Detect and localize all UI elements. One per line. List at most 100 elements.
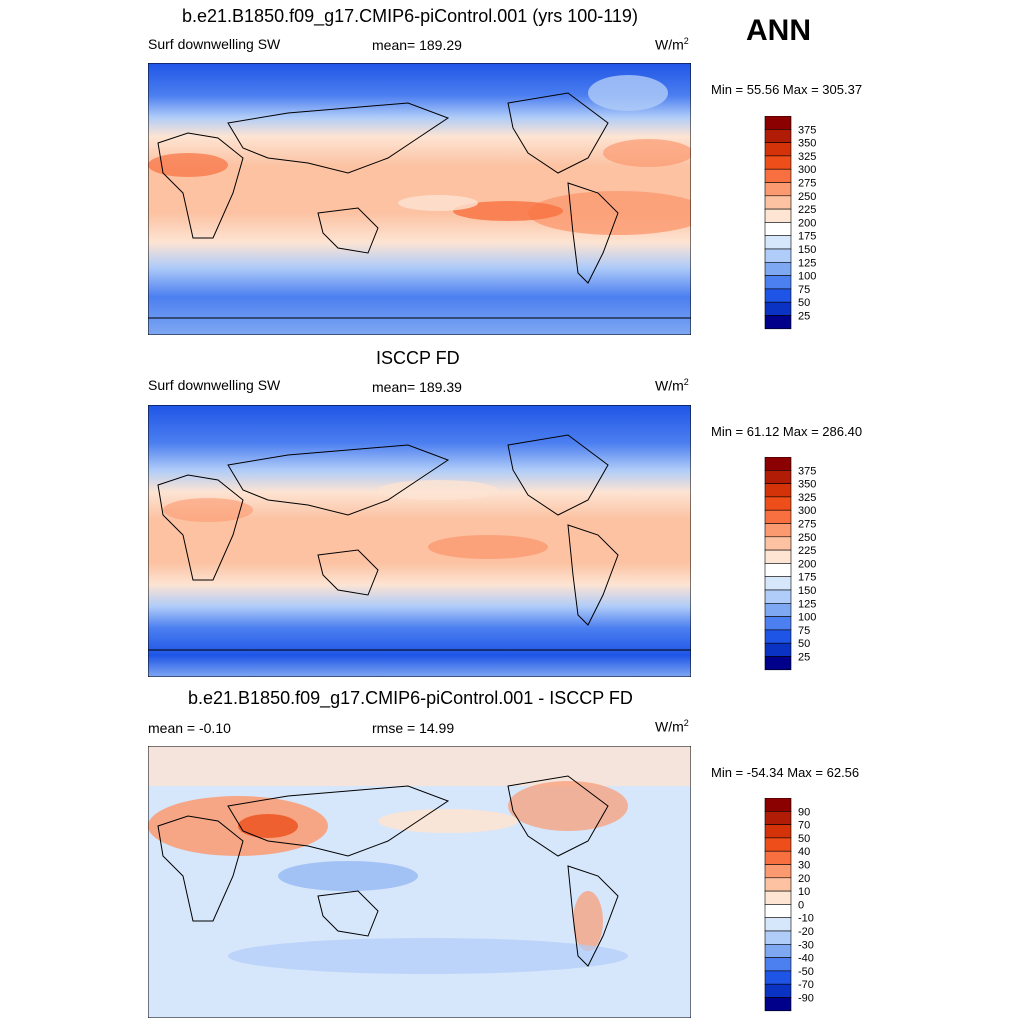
panel-2-colorbar-boxes bbox=[764, 457, 792, 671]
panel-1-mean-label: mean= 189.29 bbox=[372, 37, 462, 53]
colorbar-tick-label: -20 bbox=[798, 926, 814, 938]
colorbar-tick-label: 10 bbox=[798, 886, 810, 898]
colorbar-box bbox=[764, 603, 792, 617]
colorbar-box bbox=[764, 563, 792, 578]
colorbar-box bbox=[764, 642, 792, 657]
panel-1-minmax: Min = 55.56 Max = 305.37 bbox=[711, 82, 863, 97]
colorbar-tick-label: 125 bbox=[798, 257, 816, 269]
panel-1-variable-label: Surf downwelling SW bbox=[148, 36, 281, 52]
colorbar-box bbox=[764, 890, 792, 905]
colorbar-tick-label: -30 bbox=[798, 939, 814, 951]
colorbar-tick-label: -70 bbox=[798, 979, 814, 991]
colorbar-box bbox=[764, 589, 792, 604]
colorbar-box bbox=[764, 850, 792, 865]
colorbar-tick-label: 300 bbox=[798, 164, 816, 176]
colorbar-tick-label: 175 bbox=[798, 231, 816, 243]
colorbar-tick-label: 50 bbox=[798, 833, 810, 845]
colorbar-tick-label: 75 bbox=[798, 284, 810, 296]
colorbar-tick-label: 250 bbox=[798, 532, 816, 544]
colorbar-box bbox=[764, 182, 792, 197]
colorbar-box bbox=[764, 301, 792, 316]
colorbar-box bbox=[764, 629, 792, 644]
panel-1-itcz bbox=[398, 195, 478, 211]
panel-3-minmax: Min = -54.34 Max = 62.56 bbox=[711, 765, 860, 780]
panel-3-map bbox=[148, 746, 691, 1018]
colorbar-tick-label: 90 bbox=[798, 806, 810, 818]
colorbar-box bbox=[764, 983, 792, 998]
colorbar-box bbox=[764, 235, 792, 250]
panel-2-minmax: Min = 61.12 Max = 286.40 bbox=[711, 424, 863, 439]
colorbar-box bbox=[764, 616, 792, 631]
colorbar-box bbox=[764, 656, 792, 671]
panel-1-map bbox=[148, 63, 691, 335]
colorbar-box bbox=[764, 877, 792, 892]
panel-3-rmse-label: rmse = 14.99 bbox=[372, 720, 455, 736]
colorbar-tick-label: 275 bbox=[798, 519, 816, 531]
panel-2-pacific-max bbox=[428, 535, 548, 559]
colorbar-tick-label: 375 bbox=[798, 124, 816, 136]
colorbar-tick-label: 350 bbox=[798, 479, 816, 491]
colorbar-tick-label: 325 bbox=[798, 151, 816, 163]
season-label: ANN bbox=[746, 14, 811, 47]
colorbar-tick-label: 70 bbox=[798, 820, 810, 832]
panel-1-greenland bbox=[588, 75, 668, 111]
colorbar-box bbox=[764, 930, 792, 945]
colorbar-box bbox=[764, 483, 792, 498]
colorbar-tick-label: 100 bbox=[798, 612, 816, 624]
panel-2-mean-label: mean= 189.39 bbox=[372, 379, 462, 395]
colorbar-tick-label: 350 bbox=[798, 138, 816, 150]
panel-1-coastlines bbox=[148, 92, 691, 319]
panel-2-units: W/m2 bbox=[655, 377, 689, 394]
colorbar-tick-label: 250 bbox=[798, 191, 816, 203]
colorbar-box bbox=[764, 824, 792, 839]
colorbar-box bbox=[764, 208, 792, 223]
colorbar-box bbox=[764, 222, 792, 237]
colorbar-tick-label: 40 bbox=[798, 846, 810, 858]
panel-3-na-positive bbox=[508, 781, 628, 831]
panel-3-colorbar-boxes bbox=[764, 798, 792, 1012]
colorbar-box bbox=[764, 496, 792, 511]
panel-2-variable-label: Surf downwelling SW bbox=[148, 377, 281, 393]
colorbar-box bbox=[764, 536, 792, 551]
panel-1-units: W/m2 bbox=[655, 36, 689, 53]
colorbar-tick-label: 150 bbox=[798, 585, 816, 597]
colorbar-box bbox=[764, 997, 792, 1012]
colorbar-tick-label: 100 bbox=[798, 271, 816, 283]
colorbar-tick-label: 20 bbox=[798, 873, 810, 885]
colorbar-box bbox=[764, 248, 792, 263]
colorbar-tick-label: 0 bbox=[798, 899, 804, 911]
colorbar-tick-label: 30 bbox=[798, 860, 810, 872]
colorbar-tick-label: 125 bbox=[798, 598, 816, 610]
colorbar-box bbox=[764, 549, 792, 564]
colorbar-box bbox=[764, 315, 792, 330]
panel-3-andes-positive bbox=[573, 891, 603, 951]
colorbar-box bbox=[764, 275, 792, 290]
colorbar-tick-label: 175 bbox=[798, 572, 816, 584]
panel-3-mean-label: mean = -0.10 bbox=[148, 720, 231, 736]
colorbar-tick-label: 150 bbox=[798, 244, 816, 256]
panel-3-np-band bbox=[378, 809, 518, 833]
panel-3-field bbox=[148, 746, 691, 1018]
colorbar-box bbox=[764, 957, 792, 972]
colorbar-box bbox=[764, 509, 792, 524]
colorbar-box bbox=[764, 470, 792, 484]
panel-2-sahara-max bbox=[163, 498, 253, 522]
colorbar-box bbox=[764, 904, 792, 919]
colorbar-box bbox=[764, 917, 792, 932]
colorbar-box bbox=[764, 457, 792, 471]
panel-2-title: ISCCP FD bbox=[376, 348, 460, 368]
colorbar-box bbox=[764, 970, 792, 985]
colorbar-tick-label: 225 bbox=[798, 204, 816, 216]
colorbar-box bbox=[764, 155, 792, 170]
colorbar-tick-label: -10 bbox=[798, 913, 814, 925]
panel-3-arctic-band bbox=[148, 746, 691, 786]
colorbar-tick-label: 25 bbox=[798, 652, 810, 664]
panel-3-units: W/m2 bbox=[655, 718, 689, 735]
colorbar-box bbox=[764, 288, 792, 303]
panel-3-southern-negative bbox=[228, 938, 628, 974]
panel-2-coastlines bbox=[148, 434, 691, 651]
colorbar-box bbox=[764, 523, 792, 538]
colorbar-box bbox=[764, 944, 792, 958]
